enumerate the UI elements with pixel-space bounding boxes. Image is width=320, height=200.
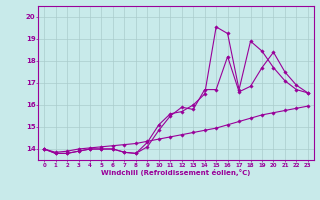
X-axis label: Windchill (Refroidissement éolien,°C): Windchill (Refroidissement éolien,°C) [101, 169, 251, 176]
